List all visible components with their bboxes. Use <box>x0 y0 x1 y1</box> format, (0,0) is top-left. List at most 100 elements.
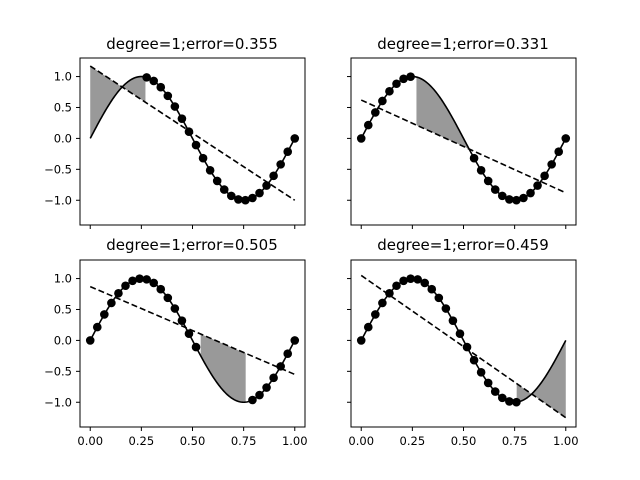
data-point <box>191 140 201 150</box>
data-point <box>248 193 257 203</box>
data-point <box>128 276 137 286</box>
data-point <box>378 298 387 308</box>
x-tick-label: 0.00 <box>77 434 103 448</box>
fitted-line <box>89 65 296 201</box>
data-point <box>490 185 500 194</box>
y-tick-label: 1.0 <box>54 272 72 286</box>
x-tick-label: 0.25 <box>400 434 426 448</box>
fitted-line <box>360 99 567 194</box>
data-point <box>163 91 173 101</box>
data-point <box>399 276 408 286</box>
data-point <box>462 342 472 352</box>
data-point <box>262 181 271 190</box>
data-point <box>554 147 564 156</box>
data-point <box>177 114 187 123</box>
data-point <box>434 293 444 303</box>
data-point <box>255 188 264 198</box>
data-point <box>392 79 401 89</box>
data-point <box>269 171 278 181</box>
data-point <box>163 293 173 303</box>
x-tick-label: 0.75 <box>502 434 528 448</box>
y-tick-label: −1.0 <box>44 193 72 207</box>
data-point <box>469 355 479 365</box>
data-point <box>519 193 528 203</box>
panel-title: degree=1;error=0.355 <box>106 35 278 53</box>
data-point <box>547 160 556 169</box>
data-point <box>269 373 278 383</box>
data-point <box>540 171 549 181</box>
x-tick-label: 1.00 <box>282 434 308 448</box>
data-point <box>156 284 166 294</box>
data-point <box>497 191 507 201</box>
error-shaded-region <box>516 340 566 418</box>
panel-title: degree=1;error=0.505 <box>106 236 278 254</box>
data-point <box>156 82 166 92</box>
data-point <box>483 176 493 186</box>
data-point <box>448 316 458 325</box>
y-tick-label: −1.0 <box>44 395 72 409</box>
panel-top-left: degree=1;error=0.355 1.0 0.5 0.0 −0.5 −1.0 <box>44 35 306 229</box>
data-point <box>505 397 514 406</box>
data-point <box>356 336 366 345</box>
error-shaded-region <box>200 334 246 403</box>
data-point <box>512 195 521 205</box>
data-point <box>526 188 535 198</box>
data-point <box>92 322 102 332</box>
data-point <box>392 281 401 291</box>
data-point <box>533 181 542 190</box>
data-point <box>205 166 215 175</box>
data-point <box>170 102 180 111</box>
panel-bottom-left: degree=1;error=0.505 0.00 0.25 0.50 0.75 1.0… <box>44 236 308 448</box>
data-point <box>219 185 229 194</box>
y-tick-label: −0.5 <box>44 162 72 176</box>
data-point <box>184 329 194 339</box>
data-point <box>490 387 500 396</box>
data-point <box>371 108 380 117</box>
x-tick-label: 0.75 <box>231 434 257 448</box>
data-point <box>378 96 387 106</box>
data-point <box>149 76 159 86</box>
x-tick-label: 0.00 <box>348 434 374 448</box>
data-point <box>469 153 479 163</box>
data-point <box>406 72 415 81</box>
data-point <box>212 176 222 186</box>
data-point <box>497 393 507 403</box>
data-point <box>255 390 264 400</box>
data-point <box>198 153 208 163</box>
axes-frame <box>350 259 577 428</box>
y-tick-label: 1.0 <box>54 70 72 84</box>
y-tick-label: 0.0 <box>54 333 72 347</box>
axes-frame <box>79 259 306 428</box>
data-point <box>441 304 451 313</box>
data-point <box>226 191 236 201</box>
panel-title: degree=1;error=0.331 <box>377 35 549 53</box>
data-point <box>290 134 300 143</box>
data-point <box>356 134 366 143</box>
data-point <box>385 288 394 298</box>
data-point <box>505 195 514 204</box>
data-point <box>191 342 201 352</box>
data-point <box>107 298 116 308</box>
data-point <box>455 329 465 339</box>
data-point <box>290 336 300 345</box>
data-point <box>406 274 415 283</box>
fitted-line <box>360 274 567 419</box>
y-tick-label: 0.5 <box>54 302 72 316</box>
data-point <box>142 73 151 82</box>
y-tick-label: 0.0 <box>54 131 72 145</box>
data-point <box>248 395 257 405</box>
y-tick-label: −0.5 <box>44 364 72 378</box>
data-point <box>114 288 123 298</box>
data-point <box>512 397 521 407</box>
data-point <box>561 134 571 143</box>
data-point <box>363 120 373 130</box>
panel-top-right: degree=1;error=0.331 <box>347 35 577 229</box>
data-point <box>476 166 486 175</box>
data-point <box>85 336 95 345</box>
data-point <box>135 274 144 283</box>
data-point <box>121 281 130 291</box>
data-point <box>371 310 380 319</box>
error-shaded-region <box>90 66 146 139</box>
data-point <box>234 195 243 204</box>
data-point <box>100 310 109 319</box>
